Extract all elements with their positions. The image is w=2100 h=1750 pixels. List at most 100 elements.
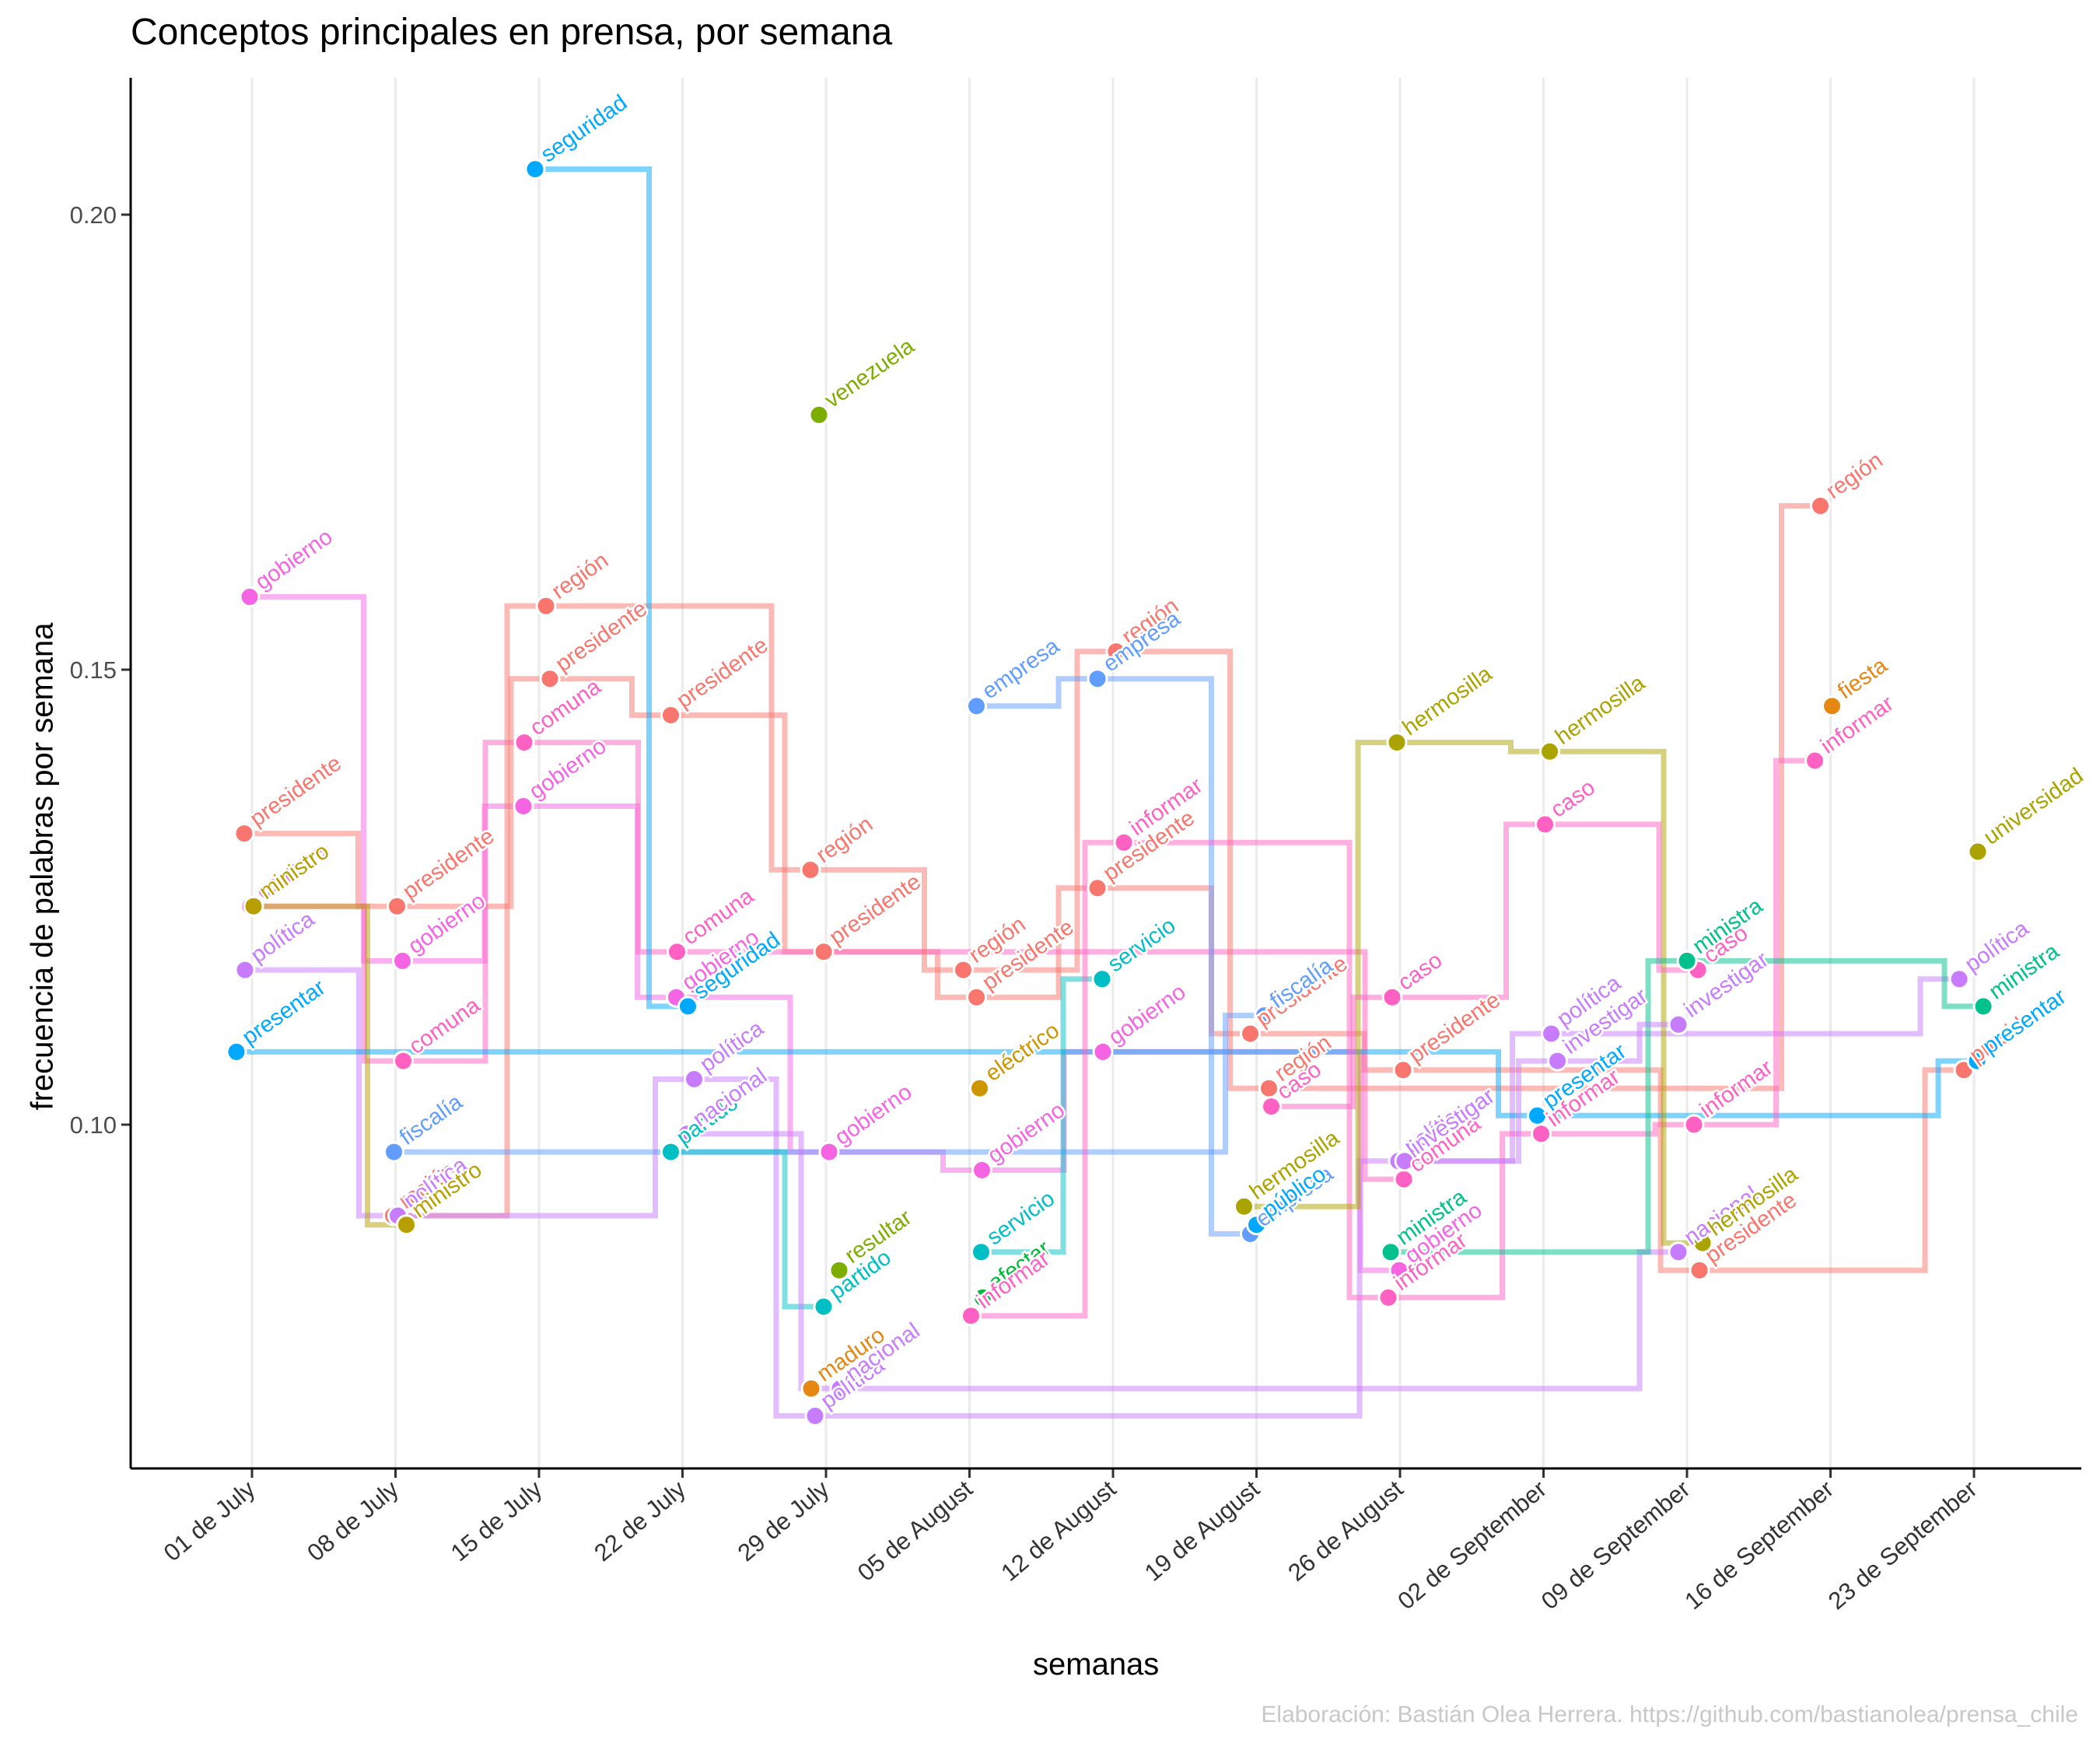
point-presidente bbox=[660, 705, 681, 726]
point-presentar bbox=[226, 1041, 247, 1062]
x-tick-label: 02 de September bbox=[1392, 1475, 1552, 1615]
x-tick-label: 19 de August bbox=[1139, 1475, 1265, 1586]
point-informar bbox=[1683, 1114, 1705, 1136]
point-resultar bbox=[828, 1259, 850, 1281]
y-tick-label: 0.20 bbox=[70, 201, 117, 229]
point-comuna bbox=[1393, 1168, 1415, 1190]
label-presidente: presidente bbox=[672, 632, 772, 713]
label-caso: caso bbox=[1546, 775, 1600, 822]
point-eléctrico bbox=[969, 1077, 990, 1099]
series-line-caso bbox=[1271, 821, 1698, 1110]
label-servicio: servicio bbox=[1104, 913, 1181, 978]
x-tick-label: 26 de August bbox=[1283, 1475, 1408, 1586]
x-tick-label: 16 de September bbox=[1679, 1475, 1839, 1615]
point-ministra bbox=[1972, 996, 1994, 1017]
point-política bbox=[684, 1069, 705, 1090]
point-presentar bbox=[1527, 1104, 1548, 1126]
series-line-seguridad bbox=[535, 166, 688, 1010]
point-región bbox=[1105, 641, 1127, 663]
point-presidente bbox=[1087, 877, 1108, 899]
point-presentar bbox=[1966, 1050, 1988, 1072]
label-hermosilla: hermosilla bbox=[1551, 670, 1650, 751]
label-gobierno: gobierno bbox=[251, 524, 338, 595]
point-fiscalía bbox=[383, 1141, 404, 1163]
point-afectar bbox=[972, 1286, 993, 1308]
series-line-fiscalía bbox=[394, 1013, 1265, 1155]
label-comuna: comuna bbox=[526, 674, 607, 740]
label-hermosilla: hermosilla bbox=[1398, 661, 1497, 741]
label-presidente: presidente bbox=[246, 751, 346, 831]
point-comuna bbox=[513, 732, 535, 754]
label-fiscalía: fiscalía bbox=[395, 1089, 467, 1150]
y-axis-label: frecuencia de palabras por semana bbox=[25, 622, 60, 1111]
label-ministro: ministro bbox=[255, 838, 334, 904]
point-hermosilla bbox=[1692, 1232, 1713, 1254]
point-gobierno bbox=[818, 1141, 840, 1163]
y-tick-label: 0.10 bbox=[70, 1111, 117, 1139]
label-gobierno: gobierno bbox=[1104, 979, 1191, 1050]
point-informar bbox=[961, 1305, 982, 1327]
point-nacional bbox=[677, 1123, 698, 1145]
series-points bbox=[226, 159, 1994, 1426]
point-gobierno bbox=[1092, 1041, 1114, 1062]
point-hermosilla bbox=[1386, 732, 1408, 754]
point-informar bbox=[1113, 831, 1135, 853]
point-ministra bbox=[1676, 950, 1698, 971]
point-presidente bbox=[387, 895, 408, 917]
point-venezuela bbox=[808, 404, 830, 425]
point-nacional bbox=[1668, 1241, 1689, 1263]
point-seguridad bbox=[677, 996, 698, 1017]
label-región: región bbox=[548, 548, 613, 604]
series-line-partido bbox=[670, 1149, 824, 1310]
point-fiscalía bbox=[1254, 1005, 1275, 1027]
series-line-política bbox=[245, 967, 1959, 1419]
series-line-hermosilla bbox=[1244, 740, 1703, 1246]
point-caso bbox=[1381, 986, 1403, 1008]
point-región bbox=[1810, 495, 1831, 516]
point-ministro bbox=[396, 1214, 417, 1236]
chart-title: Conceptos principales en prensa, por sem… bbox=[131, 12, 893, 53]
x-tick-label: 05 de August bbox=[852, 1475, 978, 1586]
x-tick-label: 22 de July bbox=[589, 1475, 691, 1566]
point-presidente bbox=[1392, 1059, 1414, 1081]
point-partido bbox=[660, 1141, 681, 1163]
point-presidente bbox=[539, 668, 561, 690]
x-tick-label: 15 de July bbox=[446, 1475, 548, 1566]
point-gobierno bbox=[392, 950, 413, 971]
series-line-informar bbox=[971, 758, 1815, 1319]
label-servicio: servicio bbox=[982, 1186, 1059, 1251]
point-empresa bbox=[1087, 668, 1108, 690]
point-informar bbox=[1531, 1123, 1552, 1145]
point-presidente bbox=[813, 941, 835, 963]
label-presidente: presidente bbox=[825, 870, 926, 950]
point-presidente bbox=[966, 986, 987, 1008]
point-región bbox=[800, 859, 821, 880]
label-universidad: universidad bbox=[1979, 763, 2088, 849]
point-comuna bbox=[393, 1050, 414, 1072]
point-comuna bbox=[667, 941, 688, 963]
point-gobierno bbox=[513, 796, 534, 817]
x-tick-label: 08 de July bbox=[302, 1475, 404, 1566]
label-venezuela: venezuela bbox=[821, 334, 919, 414]
label-caso: caso bbox=[1394, 948, 1447, 996]
point-ministra bbox=[1380, 1241, 1402, 1263]
point-política bbox=[804, 1405, 826, 1426]
x-axis-label: semanas bbox=[1033, 1647, 1160, 1682]
point-fiesta bbox=[1822, 695, 1843, 717]
point-gobierno bbox=[971, 1160, 992, 1181]
x-tick-label: 09 de September bbox=[1536, 1475, 1696, 1615]
point-política bbox=[1948, 968, 1970, 990]
point-maduro bbox=[800, 1377, 822, 1399]
label-gobierno: gobierno bbox=[831, 1080, 917, 1150]
point-caso bbox=[1535, 814, 1556, 835]
point-presidente bbox=[1689, 1259, 1710, 1281]
point-política bbox=[234, 959, 256, 981]
x-tick-label: 23 de September bbox=[1823, 1475, 1983, 1615]
point-gobierno bbox=[239, 586, 261, 607]
point-universidad bbox=[1967, 841, 1989, 863]
point-región bbox=[535, 595, 557, 617]
point-nacional bbox=[829, 1377, 851, 1399]
y-tick-label: 0.15 bbox=[70, 656, 117, 684]
point-investigar bbox=[1394, 1150, 1416, 1172]
